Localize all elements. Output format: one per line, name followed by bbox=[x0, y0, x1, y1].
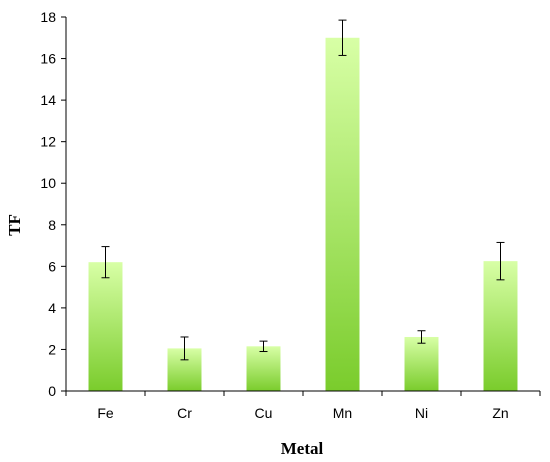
x-tick-label-cu: Cu bbox=[255, 405, 273, 421]
x-tick-label-cr: Cr bbox=[177, 405, 192, 421]
bar-cu bbox=[246, 346, 281, 391]
bar-ni bbox=[404, 336, 439, 391]
y-tick-label: 8 bbox=[48, 217, 56, 233]
error-bar-zn bbox=[496, 241, 505, 281]
y-tick-label: 10 bbox=[40, 175, 56, 191]
x-axis-title: Metal bbox=[281, 439, 324, 458]
x-tick-label-fe: Fe bbox=[97, 405, 114, 421]
y-axis-ticks: 0 2 4 6 8 10 12 14 16 18 bbox=[40, 9, 66, 399]
x-tick-label-ni: Ni bbox=[415, 405, 428, 421]
y-tick-label: 16 bbox=[40, 51, 56, 67]
y-tick-label: 18 bbox=[40, 9, 56, 25]
x-tick-label-mn: Mn bbox=[333, 405, 352, 421]
y-tick-label: 12 bbox=[40, 134, 56, 150]
error-bar-fe bbox=[101, 246, 110, 279]
y-tick-label: 6 bbox=[48, 258, 56, 274]
error-bar-cu bbox=[259, 340, 268, 353]
y-tick-label: 14 bbox=[40, 92, 56, 108]
bar-zn bbox=[483, 261, 518, 391]
error-bar-ni bbox=[417, 330, 426, 344]
error-bar-cr bbox=[180, 336, 189, 361]
error-bar-mn bbox=[338, 19, 347, 56]
x-tick-label-zn: Zn bbox=[492, 405, 508, 421]
y-tick-label: 2 bbox=[48, 341, 56, 357]
y-axis-title: TF bbox=[5, 214, 24, 236]
x-axis-ticks: Fe Cr Cu Mn Ni Zn bbox=[65, 391, 541, 421]
bars bbox=[88, 37, 518, 392]
y-tick-label: 4 bbox=[48, 300, 56, 316]
error-bars bbox=[101, 19, 505, 361]
bar-mn bbox=[325, 37, 360, 392]
y-tick-label: 0 bbox=[48, 383, 56, 399]
bar-fe bbox=[88, 262, 123, 391]
